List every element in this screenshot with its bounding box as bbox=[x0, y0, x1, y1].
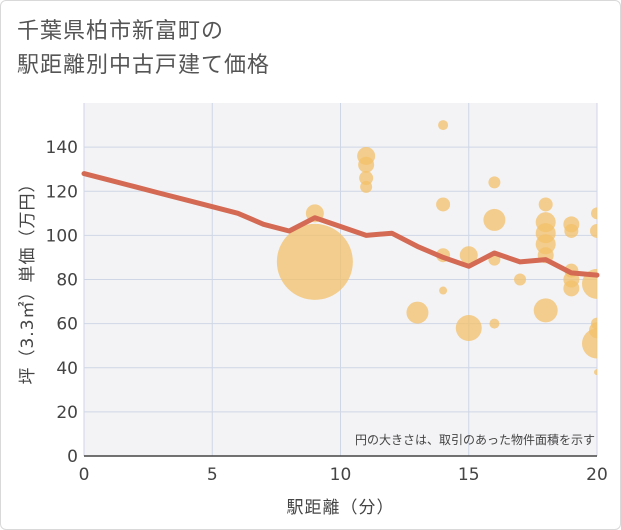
data-bubble bbox=[514, 273, 527, 286]
data-bubble bbox=[455, 315, 482, 342]
x-tick-labels: 0 5 10 15 20 bbox=[79, 465, 608, 485]
y-tick-labels: 0 20 40 60 80 100 120 140 bbox=[46, 138, 78, 467]
y-axis-title: 坪（3.3㎡）単価（万円） bbox=[18, 174, 38, 384]
data-bubble bbox=[590, 223, 597, 238]
x-tick-label: 20 bbox=[586, 465, 608, 485]
chart-title: 千葉県柏市新富町の 駅距離別中古戸建て価格 bbox=[17, 15, 577, 83]
chart-title-line2: 駅距離別中古戸建て価格 bbox=[17, 53, 271, 78]
data-bubble bbox=[489, 318, 500, 329]
bubble-size-note: 円の大きさは、取引のあった物件面積を示す bbox=[355, 432, 595, 447]
data-bubble bbox=[359, 171, 374, 186]
data-bubble bbox=[483, 208, 506, 231]
y-tick-label: 140 bbox=[46, 138, 78, 158]
y-tick-label: 80 bbox=[56, 271, 78, 291]
data-bubble bbox=[564, 223, 579, 238]
data-bubble bbox=[358, 156, 375, 173]
y-tick-label: 60 bbox=[56, 315, 78, 335]
data-bubble bbox=[563, 280, 580, 297]
x-tick-label: 5 bbox=[207, 465, 218, 485]
bubble-layer bbox=[276, 120, 597, 376]
data-bubble bbox=[591, 207, 597, 220]
y-tick-label: 20 bbox=[56, 403, 78, 423]
data-bubble bbox=[439, 286, 448, 295]
data-bubble bbox=[276, 223, 353, 300]
y-tick-label: 40 bbox=[56, 359, 78, 379]
y-tick-label: 120 bbox=[46, 182, 78, 202]
data-bubble bbox=[406, 301, 429, 324]
y-tick-label: 0 bbox=[67, 447, 78, 467]
x-tick-label: 15 bbox=[458, 465, 480, 485]
data-bubble bbox=[594, 369, 597, 376]
data-bubble bbox=[459, 246, 478, 265]
chart-title-line1: 千葉県柏市新富町の bbox=[17, 19, 225, 44]
x-tick-label: 0 bbox=[79, 465, 90, 485]
data-bubble bbox=[436, 197, 451, 212]
data-bubble bbox=[538, 197, 553, 212]
data-bubble bbox=[533, 298, 558, 323]
data-bubble bbox=[582, 328, 597, 359]
data-bubble bbox=[488, 176, 501, 189]
data-bubble bbox=[360, 180, 373, 193]
x-axis-title: 駅距離（分） bbox=[287, 498, 395, 518]
x-tick-label: 10 bbox=[330, 465, 352, 485]
average-trend-line bbox=[81, 171, 600, 278]
y-tick-label: 100 bbox=[46, 226, 78, 246]
data-bubble bbox=[438, 120, 449, 131]
